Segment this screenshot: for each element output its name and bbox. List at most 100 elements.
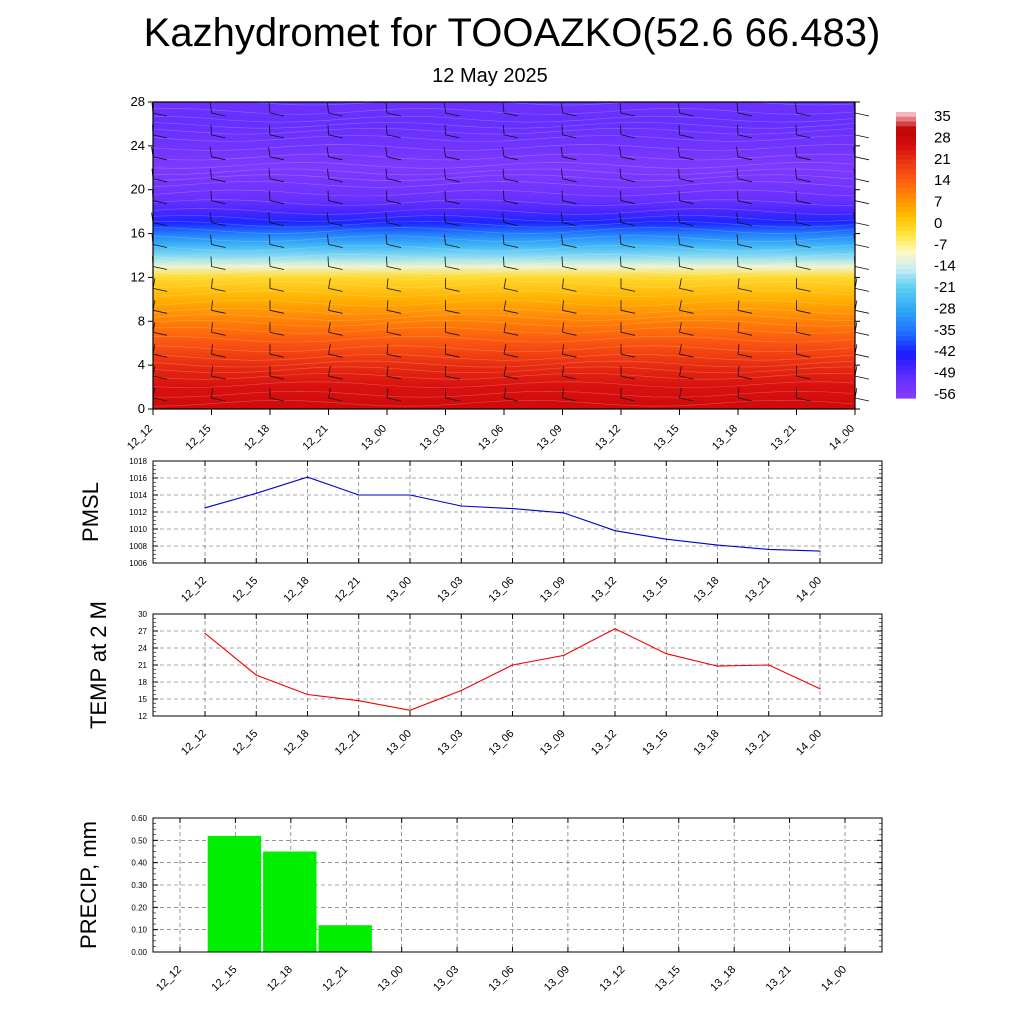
plot-frame [152, 460, 883, 564]
x-tick-label: 12_12 [125, 423, 155, 453]
wind-barb-feather [737, 322, 740, 333]
wind-barb [211, 309, 226, 314]
wind-barb-feather [211, 322, 213, 333]
contour-line [152, 307, 854, 315]
contour-line [152, 168, 854, 176]
wind-barb [445, 200, 460, 205]
wind-barb [620, 222, 636, 226]
line-panel-pmsl: 1006 1008 1010 1012 1014 1016 1018 12_12 12_15 12… [78, 457, 883, 605]
y-tick-label: 0.00 [131, 948, 147, 957]
colorbar-segment [896, 340, 916, 347]
wind-barb-feather [679, 300, 682, 311]
data-point [716, 544, 719, 546]
wind-barb [269, 375, 285, 380]
wind-barb [211, 353, 226, 358]
data-point [614, 530, 616, 532]
wind-barb [737, 331, 753, 336]
colorbar-segment [896, 154, 916, 161]
y-tick-label: 1006 [129, 559, 147, 568]
y-tick-label: 12 [131, 269, 145, 284]
wind-barb-feather [210, 168, 212, 179]
wind-barb-feather [386, 278, 389, 289]
wind-barb-feather [619, 212, 622, 223]
wind-barb [562, 309, 577, 314]
wind-barb-feather [211, 278, 213, 289]
wind-barb [854, 266, 870, 270]
wind-barb-feather [619, 234, 622, 245]
wind-barb-feather [503, 256, 505, 267]
wind-barb-feather [561, 190, 563, 201]
x-tick-label: 13_15 [652, 423, 682, 453]
contour-line [152, 345, 854, 353]
wind-barb [269, 156, 285, 161]
wind-barb-feather [269, 256, 271, 267]
contour-line [152, 253, 854, 261]
wind-barb-feather [328, 387, 331, 399]
wind-barb [445, 309, 460, 314]
wind-barb-feather [327, 168, 329, 179]
colorbar-segment [896, 245, 916, 251]
data-point [665, 653, 667, 655]
wind-barb [152, 331, 168, 336]
wind-barb [679, 244, 694, 248]
chart-title: Kazhydromet for TOOAZKO(52.6 66.483) [143, 11, 881, 55]
wind-barb [386, 309, 402, 314]
plot-frame [152, 613, 883, 717]
x-tick-label: 13_12 [589, 728, 619, 758]
wind-barb [620, 288, 636, 292]
wind-barb [737, 112, 753, 117]
wind-barb-feather [737, 300, 740, 311]
x-tick-label: 12_15 [184, 423, 214, 453]
wind-barb [854, 309, 870, 314]
contour-line [152, 267, 854, 275]
wind-barb [211, 112, 226, 117]
wind-barb-feather [503, 344, 507, 355]
wind-barb-feather [386, 387, 389, 399]
wind-barb [445, 178, 460, 183]
wind-barb [620, 112, 636, 117]
wind-barb [445, 397, 460, 402]
x-tick-label: 13_06 [487, 728, 517, 758]
contour-line [152, 235, 854, 242]
y-tick-label: 24 [138, 644, 147, 653]
wind-barb [328, 178, 343, 183]
wind-barb-feather [795, 124, 797, 135]
wind-barb [152, 156, 168, 161]
colorbar-segment [896, 312, 916, 318]
wind-barb-feather [678, 168, 680, 179]
wind-barb-feather [677, 212, 680, 223]
wind-barb [854, 200, 870, 205]
colorbar-label: -21 [934, 279, 956, 296]
colorbar-segment [896, 326, 916, 332]
wind-barb [386, 397, 402, 402]
colorbar-segment [896, 283, 916, 289]
data-point [768, 548, 770, 551]
wind-barb [854, 288, 870, 292]
wind-barb [152, 288, 168, 292]
wind-barb [386, 112, 402, 117]
wind-barb-feather [327, 124, 329, 135]
colorbar-segment [896, 178, 916, 185]
data-point [614, 628, 616, 630]
wind-barb [503, 375, 519, 380]
wind-barb [620, 397, 636, 402]
x-tick-label: 13_00 [384, 575, 414, 605]
wind-barb-feather [385, 102, 388, 114]
wind-barb [328, 222, 343, 226]
data-point [563, 654, 565, 657]
wind-barb-feather [794, 212, 797, 223]
x-tick-label: 13_18 [708, 964, 738, 994]
wind-barb-feather [562, 300, 564, 311]
wind-barb [328, 112, 343, 117]
colorbar-segment [896, 388, 916, 394]
x-tick-label: 13_15 [653, 964, 683, 994]
wind-barb [737, 222, 753, 226]
colorbar-segment [896, 278, 916, 285]
contour-line [152, 353, 854, 361]
colorbar-label: -28 [934, 300, 956, 317]
wind-barb-feather [619, 146, 622, 157]
data-point [819, 550, 821, 552]
wind-barb [269, 309, 285, 314]
y-tick-label: 0.60 [131, 814, 147, 823]
colorbar-segment [896, 302, 916, 309]
